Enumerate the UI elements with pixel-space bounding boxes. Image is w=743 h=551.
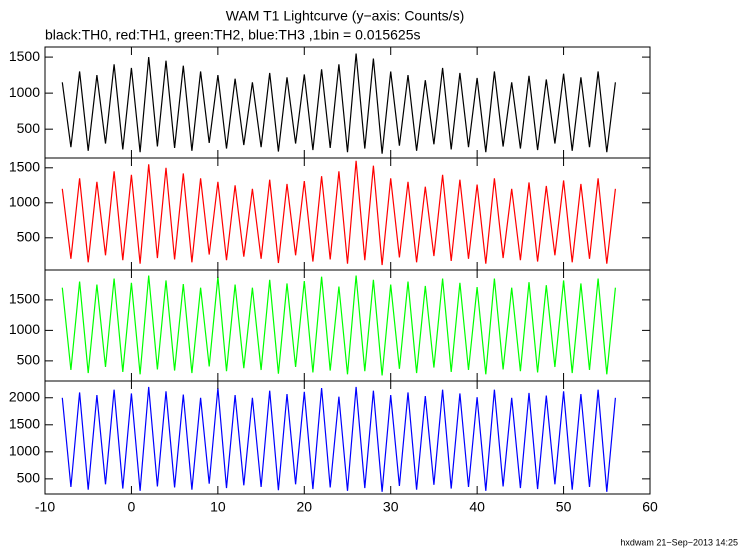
lightcurve [61, 53, 616, 154]
x-tick-label: 60 [642, 499, 658, 515]
y-tick-label: 500 [17, 120, 41, 136]
chart-subtitle: black:TH0, red:TH1, green:TH2, blue:TH3 … [45, 27, 420, 43]
y-tick-label: 1500 [9, 291, 40, 307]
footer: hxdwam 21−Sep−2013 14:25 [620, 537, 738, 547]
x-tick-label: 50 [556, 499, 572, 515]
y-tick-label: 1000 [9, 84, 40, 100]
y-tick-label: 1000 [9, 194, 40, 210]
lightcurve [61, 275, 616, 376]
x-tick-label: 20 [296, 499, 312, 515]
x-tick-label: 0 [128, 499, 136, 515]
y-tick-label: 1500 [9, 159, 40, 175]
y-tick-label: 500 [17, 470, 41, 486]
y-tick-label: 2000 [9, 388, 40, 404]
y-tick-label: 1500 [9, 415, 40, 431]
y-tick-label: 500 [17, 229, 41, 245]
chart-title: WAM T1 Lightcurve (y−axis: Counts/s) [226, 8, 464, 24]
x-tick-label: 10 [210, 499, 226, 515]
y-tick-label: 500 [17, 352, 41, 368]
y-tick-label: 1000 [9, 321, 40, 337]
lightcurve [61, 160, 616, 266]
x-tick-label: -10 [35, 499, 55, 515]
y-tick-label: 1500 [9, 48, 40, 64]
lightcurve [61, 386, 616, 492]
x-tick-label: 40 [469, 499, 485, 515]
y-tick-label: 1000 [9, 443, 40, 459]
panel-frame [44, 46, 651, 159]
x-tick-label: 30 [383, 499, 399, 515]
panel-frame [44, 380, 651, 495]
